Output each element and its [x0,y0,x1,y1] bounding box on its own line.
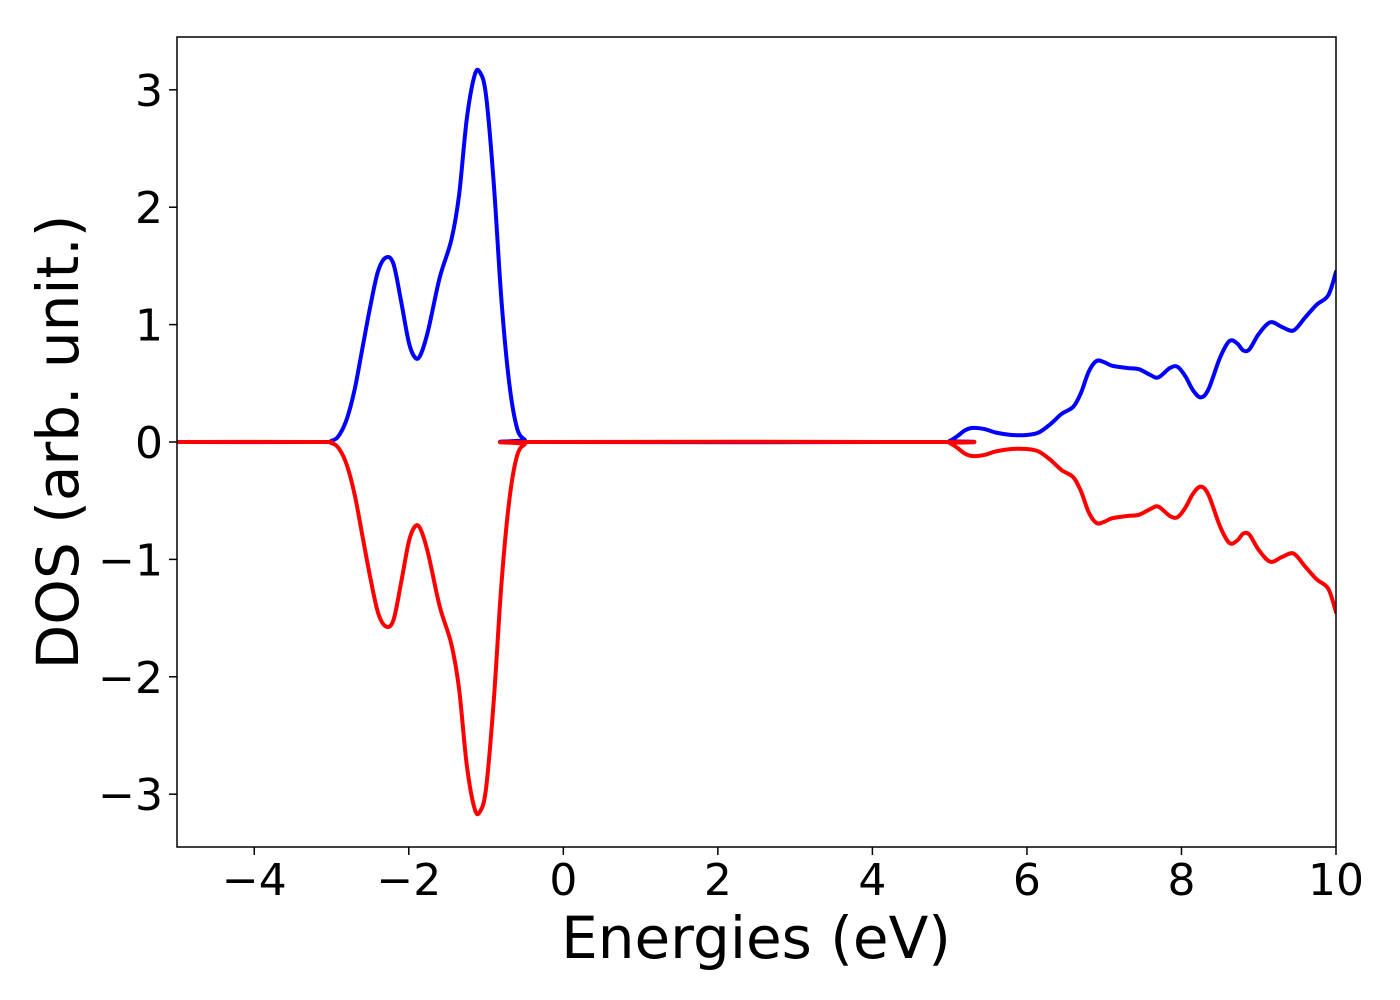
x-axis-ticks: −4 −2 0 2 4 6 8 10 [222,847,1364,906]
y-tick-label: −2 [98,653,163,704]
y-tick-label: −1 [98,535,163,586]
y-axis-ticks: 3 2 1 0 −1 −2 −3 [98,66,177,821]
y-tick-label: −3 [98,770,163,821]
x-tick-label: 10 [1308,855,1364,906]
x-tick-label: 8 [1167,855,1195,906]
y-tick-label: 2 [135,183,163,234]
x-axis-label: Energies (eV) [561,904,951,972]
x-tick-label: 6 [1013,855,1041,906]
x-tick-label: −4 [222,855,287,906]
x-tick-label: −2 [376,855,441,906]
x-tick-label: 0 [549,855,577,906]
series-line-blue [177,67,1336,445]
y-tick-label: 0 [135,418,163,469]
y-tick-label: 1 [135,301,163,352]
series-line-red [177,439,1336,817]
series-layer [177,67,1336,817]
x-tick-label: 2 [704,855,732,906]
y-tick-label: 3 [135,66,163,117]
y-axis-label: DOS (arb. unit.) [24,215,92,670]
x-tick-label: 4 [858,855,886,906]
